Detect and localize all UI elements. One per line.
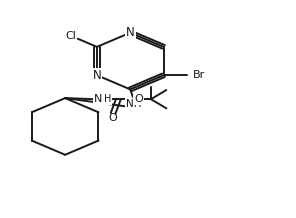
Text: Cl: Cl	[66, 31, 77, 41]
Text: O: O	[134, 94, 143, 104]
Text: H: H	[104, 94, 112, 104]
Text: N: N	[94, 94, 102, 104]
Text: O: O	[109, 113, 118, 123]
Text: N: N	[126, 26, 135, 39]
Text: Br: Br	[193, 70, 205, 80]
Text: NH: NH	[126, 99, 141, 109]
Text: N: N	[93, 69, 101, 82]
